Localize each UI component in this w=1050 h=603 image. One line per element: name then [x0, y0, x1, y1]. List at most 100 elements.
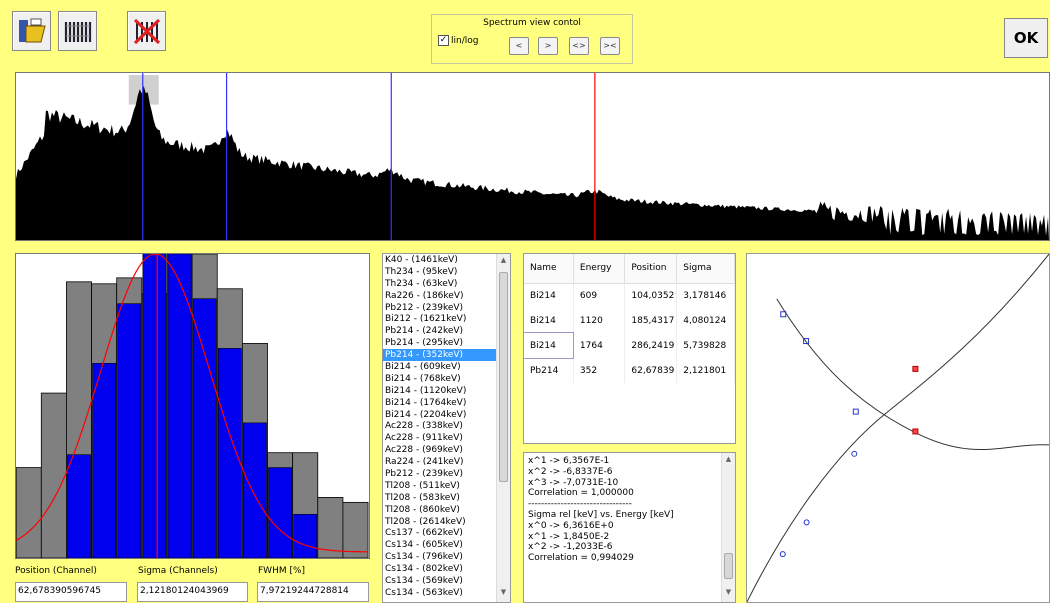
isotope-list-item[interactable]: Tl208 - (583keV)	[385, 492, 460, 503]
table-cell[interactable]: 104,0352	[624, 283, 678, 308]
scrollbar-thumb[interactable]	[724, 553, 733, 579]
scroll-left-button[interactable]: <	[509, 37, 529, 55]
table-cell[interactable]: 1120	[573, 308, 626, 333]
isotope-list-item[interactable]: Cs134 - (563keV)	[385, 587, 463, 598]
table-cell[interactable]: 2,121801	[676, 358, 735, 383]
calibration-peak-table[interactable]: Name Energy Position Sigma Bi214 609 104,0…	[523, 253, 736, 444]
isotope-list-item[interactable]: K40 - (1461keV)	[385, 255, 458, 265]
isotope-list-item[interactable]: Th234 - (63keV)	[385, 278, 458, 289]
table-cell[interactable]: 62,67839	[624, 358, 678, 383]
isotope-list-item[interactable]: Cs134 - (802keV)	[385, 564, 463, 575]
energy-calibration-curve	[747, 254, 1049, 602]
isotope-list-item[interactable]: Bi212 - (1621keV)	[385, 314, 467, 325]
table-cell[interactable]: 5,739828	[676, 333, 735, 358]
spectrum-plot[interactable]	[15, 72, 1050, 241]
open-file-button[interactable]	[12, 11, 51, 51]
column-header-name[interactable]: Name	[524, 254, 574, 284]
isotope-list-item[interactable]: Ra226 - (186keV)	[385, 290, 464, 301]
results-scrollbar[interactable]: ▲ ▼	[721, 453, 735, 602]
isotope-list-item[interactable]: Cs134 - (569keV)	[385, 576, 463, 587]
table-cell[interactable]: Pb214	[524, 358, 574, 383]
isotope-list-item[interactable]: Cs134 - (605keV)	[385, 540, 463, 551]
checkbox-check-icon: ✓	[438, 35, 449, 46]
table-cell[interactable]: 3,178146	[676, 283, 735, 308]
scroll-down-icon[interactable]: ▼	[725, 588, 732, 596]
isotope-list-item[interactable]: Pb212 - (239keV)	[385, 469, 464, 480]
sigma-label: Sigma (Channels)	[138, 566, 218, 576]
column-header-energy[interactable]: Energy	[573, 254, 626, 284]
isotope-list-item[interactable]: Th234 - (95keV)	[385, 266, 458, 277]
isotope-list-item[interactable]: Cs137 - (662keV)	[385, 528, 463, 539]
result-line: --------------------------------	[528, 499, 632, 510]
fitted-bar	[92, 362, 117, 558]
spectrum-view-control: Spectrum view contol ✓ lin/log < > <> ><	[431, 14, 633, 64]
scroll-right-button[interactable]: >	[538, 37, 558, 55]
calibration-point-selected	[912, 428, 919, 435]
table-row[interactable]: Pb214 352 62,67839 2,121801	[524, 358, 735, 383]
isotope-list[interactable]: K40 - (1461keV) Th234 - (95keV) Th234 - (6…	[382, 253, 511, 603]
fitted-bar	[167, 254, 192, 558]
open-file-icon	[19, 18, 46, 43]
isotope-list-item[interactable]: Cs134 - (796keV)	[385, 552, 463, 563]
position-field[interactable]: 62,678390596745	[15, 582, 127, 602]
table-cell[interactable]: 185,4317	[624, 308, 678, 333]
isotope-list-item[interactable]: Bi214 - (609keV)	[385, 362, 461, 373]
table-cell[interactable]: 4,080124	[676, 308, 735, 333]
table-row[interactable]: Bi214 1764 286,2419 5,739828	[524, 332, 735, 359]
isotope-list-item[interactable]: Tl208 - (2614keV)	[385, 516, 466, 527]
isotope-list-item[interactable]: Ac228 - (969keV)	[385, 445, 463, 456]
isotope-list-item[interactable]: Pb214 - (242keV)	[385, 326, 464, 337]
calibration-point	[803, 338, 810, 345]
fitted-bar	[293, 513, 318, 558]
table-row[interactable]: Bi214 1120 185,4317 4,080124	[524, 308, 735, 333]
scroll-up-icon[interactable]: ▲	[725, 455, 732, 463]
result-line: Correlation = 1,000000	[528, 488, 634, 499]
sigma-field[interactable]: 2,12180124043969	[137, 582, 248, 602]
result-line: Sigma rel [keV] vs. Energy [keV]	[528, 509, 674, 520]
scrollbar-thumb[interactable]	[499, 272, 508, 482]
isotope-list-item[interactable]: Ra224 - (241keV)	[385, 457, 464, 468]
table-row[interactable]: Bi214 609 104,0352 3,178146	[524, 283, 735, 308]
result-line: x^2 -> -6,8337E-6	[528, 466, 613, 477]
scroll-up-icon[interactable]: ▲	[500, 256, 507, 264]
isotope-list-item[interactable]: Ac228 - (911keV)	[385, 433, 463, 444]
scroll-down-icon[interactable]: ▼	[500, 588, 507, 596]
isotope-list-item[interactable]: Bi214 - (768keV)	[385, 373, 461, 384]
sigma-calibration-curve	[776, 298, 1049, 451]
calibration-point	[803, 519, 810, 526]
calibration-results-text[interactable]: x^1 -> 6,3567E-1 x^2 -> -6,8337E-6 x^3 -> …	[523, 452, 736, 603]
fitted-bar	[67, 454, 91, 558]
isotope-list-item[interactable]: Pb214 - (295keV)	[385, 338, 464, 349]
linlog-checkbox[interactable]: ✓ lin/log	[438, 35, 478, 46]
column-header-position[interactable]: Position	[624, 254, 678, 284]
fwhm-field[interactable]: 7,97219244728814	[257, 582, 369, 602]
column-header-sigma[interactable]: Sigma	[676, 254, 735, 284]
isotope-list-item[interactable]: Pb212 - (239keV)	[385, 302, 464, 313]
isotope-list-item[interactable]: Pb214 - (352keV)	[383, 349, 510, 362]
isotope-list-scrollbar[interactable]: ▲ ▼	[496, 254, 510, 602]
isotope-list-item[interactable]: Tl208 - (511keV)	[385, 480, 460, 491]
fitted-bar	[217, 348, 242, 558]
isotope-list-item[interactable]: Bi214 - (2204keV)	[385, 409, 467, 420]
isotope-list-item[interactable]: Tl208 - (860keV)	[385, 504, 460, 515]
table-cell[interactable]: 1764	[573, 333, 626, 358]
clear-calibration-button[interactable]	[127, 11, 166, 51]
calibration-curve-plot	[746, 253, 1050, 603]
clear-calibration-icon	[133, 18, 161, 45]
calibration-lines-button[interactable]	[58, 11, 97, 51]
table-cell[interactable]: 609	[573, 283, 626, 308]
calibration-point	[780, 311, 787, 318]
zoom-out-button[interactable]: <>	[569, 37, 589, 55]
isotope-list-item[interactable]: Bi214 - (1764keV)	[385, 397, 467, 408]
isotope-list-item[interactable]: Bi214 - (1120keV)	[385, 385, 467, 396]
result-line: x^1 -> 6,3567E-1	[528, 456, 610, 466]
table-cell[interactable]: Bi214	[524, 308, 574, 333]
isotope-list-item[interactable]: Ac228 - (338keV)	[385, 421, 463, 432]
table-cell[interactable]: Bi214	[524, 332, 575, 359]
ok-button[interactable]: OK	[1004, 18, 1048, 58]
table-cell[interactable]: Bi214	[524, 283, 574, 308]
table-cell[interactable]: 352	[573, 358, 626, 383]
table-cell[interactable]: 286,2419	[624, 333, 678, 358]
zoom-in-button[interactable]: ><	[600, 37, 620, 55]
result-line: Correlation = 0,994029	[528, 553, 634, 564]
